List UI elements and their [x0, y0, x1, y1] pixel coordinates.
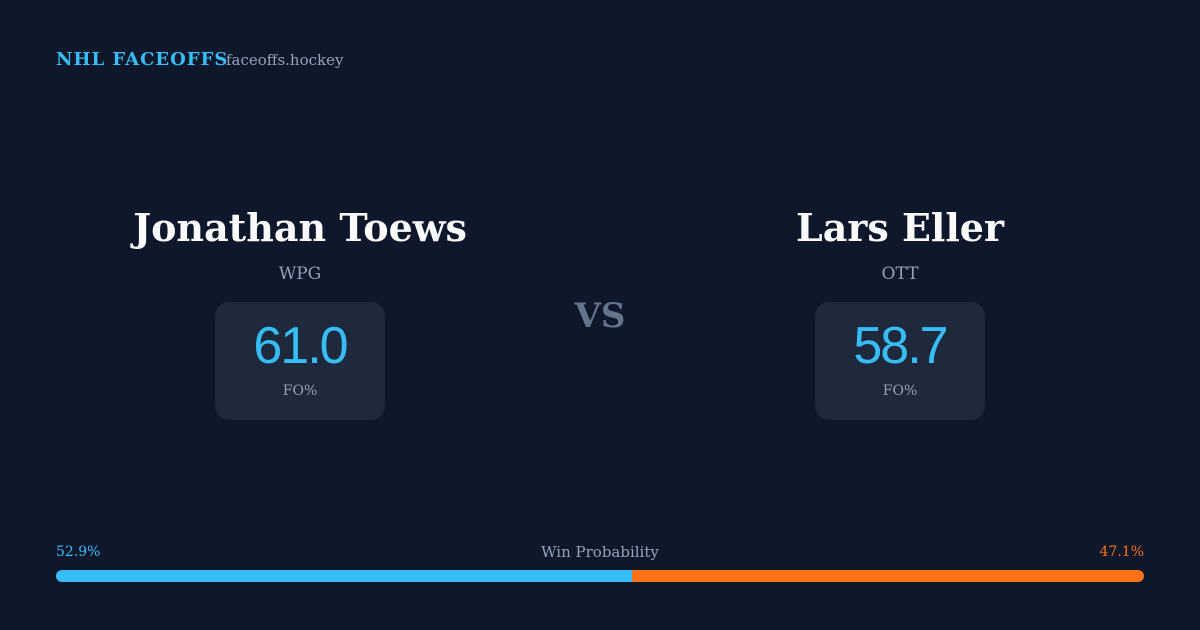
away-segment — [631, 570, 1144, 582]
home-segment — [56, 570, 632, 582]
fo-pct: 58.7 — [853, 317, 948, 375]
player-name: Jonathan Toews — [133, 205, 467, 250]
stat-box: 58.7 FO% — [815, 302, 985, 420]
win-prob-label: Win Probability — [541, 543, 659, 561]
site: faceoffs.hockey — [226, 51, 344, 69]
versus: VS — [574, 296, 626, 336]
prob-bar — [56, 570, 1144, 582]
team: WPG — [278, 264, 322, 284]
away-prob: 47.1% — [1099, 544, 1144, 560]
team: OTT — [881, 264, 919, 284]
fo-label: FO% — [882, 383, 918, 399]
fo-label: FO% — [282, 383, 318, 399]
fo-pct: 61.0 — [253, 317, 348, 375]
stat-box: 61.0 FO% — [215, 302, 385, 420]
player-name: Lars Eller — [795, 205, 1005, 250]
brand: NHL FACEOFFS — [56, 49, 229, 70]
home-prob: 52.9% — [56, 544, 101, 560]
